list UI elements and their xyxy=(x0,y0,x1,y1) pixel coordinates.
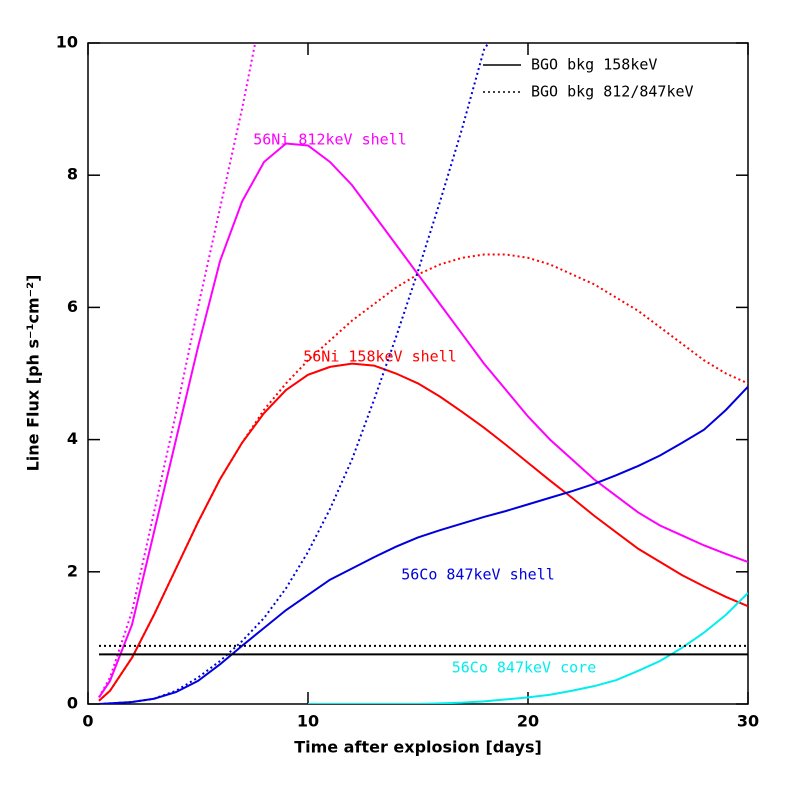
legend-label: BGO bkg 158keV xyxy=(531,56,657,74)
series-line xyxy=(98,142,748,698)
plot-frame xyxy=(87,42,749,705)
y-tick-label: 4 xyxy=(67,429,78,448)
y-tick-label: 6 xyxy=(67,297,78,316)
series-line xyxy=(98,253,748,702)
x-tick-label: 0 xyxy=(82,712,93,731)
y-tick-label: 2 xyxy=(67,561,78,580)
series-line xyxy=(98,43,490,704)
curve-label: 56Ni 158keV shell xyxy=(303,348,457,366)
series-line xyxy=(308,592,748,704)
x-axis-label: Time after explosion [days] xyxy=(294,738,542,757)
x-tick-label: 30 xyxy=(737,712,759,731)
y-tick-label: 10 xyxy=(56,33,78,52)
curve-label: 56Ni 812keV shell xyxy=(253,131,407,149)
x-tick-label: 20 xyxy=(517,712,539,731)
curve-label: 56Co 847keV shell xyxy=(401,566,555,584)
y-axis-label: Line Flux [ph s⁻¹cm⁻²] xyxy=(24,275,43,472)
series-line xyxy=(98,43,257,698)
x-tick-label: 10 xyxy=(297,712,319,731)
legend-label: BGO bkg 812/847keV xyxy=(531,83,694,101)
curve-label: 56Co 847keV core xyxy=(452,659,597,677)
y-tick-label: 0 xyxy=(67,694,78,713)
series-line xyxy=(98,362,748,702)
series-line xyxy=(98,386,748,704)
y-tick-label: 8 xyxy=(67,165,78,184)
